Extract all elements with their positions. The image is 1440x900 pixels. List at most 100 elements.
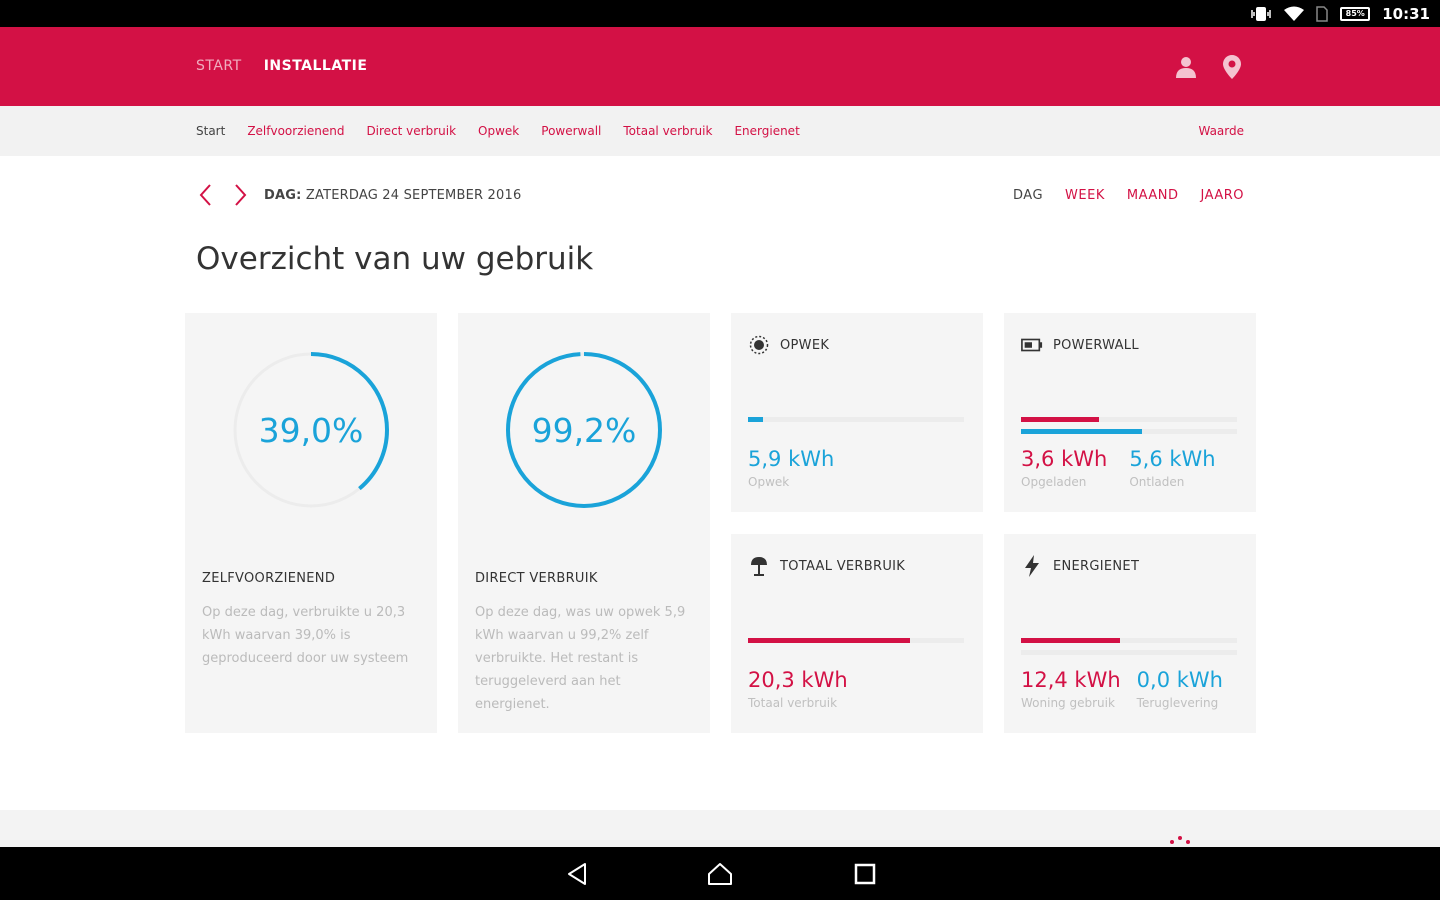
status-bar: 85% 10:31 bbox=[0, 0, 1440, 27]
totaal-header: TOTAAL VERBRUIK bbox=[748, 556, 905, 576]
home-icon[interactable] bbox=[707, 861, 733, 887]
energienet-return-label: Teruglevering bbox=[1136, 696, 1219, 710]
subnav-powerwall[interactable]: Powerwall bbox=[541, 124, 602, 138]
sun-icon bbox=[748, 335, 770, 355]
energienet-values: 12,4 kWh Woning gebruik 0,0 kWh Teruglev… bbox=[1021, 668, 1223, 710]
opwek-value: 5,9 kWh bbox=[748, 447, 835, 471]
totaal-label: Totaal verbruik bbox=[748, 696, 838, 710]
energienet-usage-label: Woning gebruik bbox=[1021, 696, 1115, 710]
sim-icon bbox=[1316, 5, 1328, 23]
zelfvoorzienend-value: 39,0% bbox=[258, 410, 364, 450]
totaal-bar bbox=[748, 638, 964, 643]
powerwall-discharged: 5,6 kWh Ontladen bbox=[1129, 447, 1215, 489]
footer bbox=[0, 810, 1440, 847]
lamp-icon bbox=[748, 556, 770, 576]
ring-direct-verbruik: 99,2% bbox=[505, 351, 663, 509]
powerwall-discharged-value: 5,6 kWh bbox=[1129, 447, 1216, 471]
date-prefix: DAG: bbox=[264, 188, 302, 203]
card-powerwall[interactable]: POWERWALL 3,6 kWh Opgeladen 5,6 kWh Ontl… bbox=[1004, 313, 1256, 512]
recents-icon[interactable] bbox=[852, 861, 878, 887]
period-jaar[interactable]: JAARO bbox=[1200, 188, 1244, 203]
subnav-opwek[interactable]: Opwek bbox=[478, 124, 520, 138]
subnav-totaal-verbruik[interactable]: Totaal verbruik bbox=[623, 124, 713, 138]
date-bar: DAG: ZATERDAG 24 SEPTEMBER 2016 DAG WEEK… bbox=[196, 180, 1244, 210]
clock: 10:31 bbox=[1382, 4, 1430, 23]
vibrate-icon bbox=[1250, 5, 1272, 23]
system-nav-bar bbox=[0, 847, 1440, 900]
nav-start[interactable]: START bbox=[196, 58, 242, 74]
powerwall-bar-discharged-fill bbox=[1021, 429, 1142, 434]
energienet-return: 0,0 kWh Teruglevering bbox=[1137, 668, 1223, 710]
chevron-left-icon[interactable] bbox=[196, 182, 216, 208]
opwek-title: OPWEK bbox=[780, 337, 830, 353]
powerwall-bar-charged-fill bbox=[1021, 417, 1099, 422]
ring-zelfvoorzienend: 39,0% bbox=[232, 351, 390, 509]
powerwall-charged-value: 3,6 kWh bbox=[1021, 447, 1108, 471]
date-arrows bbox=[196, 182, 250, 208]
battery-level: 85% bbox=[1345, 9, 1365, 18]
nav-installatie[interactable]: INSTALLATIE bbox=[263, 58, 368, 74]
powerwall-discharged-label: Ontladen bbox=[1129, 475, 1185, 489]
header-icons bbox=[1174, 54, 1244, 80]
battery-icon: 85% bbox=[1340, 6, 1371, 21]
subnav-waarde[interactable]: Waarde bbox=[1198, 124, 1244, 138]
subnav-direct-verbruik[interactable]: Direct verbruik bbox=[366, 124, 457, 138]
chevron-right-icon[interactable] bbox=[230, 182, 250, 208]
page-title: Overzicht van uw gebruik bbox=[196, 241, 594, 277]
ring-arc-direct-verbruik bbox=[506, 352, 662, 508]
energienet-header: ENERGIENET bbox=[1021, 555, 1140, 577]
direct-verbruik-description: Op deze dag, was uw opwek 5,9 kWh waarva… bbox=[475, 605, 686, 712]
card-zelfvoorzienend[interactable]: 39,0% ZELFVOORZIENEND Op deze dag, verbr… bbox=[185, 313, 437, 733]
period-maand[interactable]: MAAND bbox=[1126, 188, 1179, 203]
energienet-bar-return bbox=[1021, 650, 1237, 655]
powerwall-charged-label: Opgeladen bbox=[1021, 475, 1087, 489]
opwek-value-group: 5,9 kWh Opwek bbox=[748, 447, 834, 489]
opwek-header: OPWEK bbox=[748, 335, 829, 355]
energienet-return-value: 0,0 kWh bbox=[1136, 668, 1223, 692]
energienet-usage-value: 12,4 kWh bbox=[1021, 668, 1121, 692]
card-opwek[interactable]: OPWEK 5,9 kWh Opwek bbox=[731, 313, 983, 512]
date-value: ZATERDAG 24 SEPTEMBER 2016 bbox=[305, 188, 522, 203]
opwek-bar bbox=[748, 417, 964, 422]
subnav-start[interactable]: Start bbox=[196, 124, 226, 138]
opwek-bar-fill bbox=[748, 417, 764, 422]
subnav-energienet[interactable]: Energienet bbox=[734, 124, 800, 138]
app-header: START INSTALLATIE bbox=[0, 27, 1440, 106]
totaal-values: 20,3 kWh Totaal verbruik bbox=[748, 668, 848, 710]
sub-nav: Start Zelfvoorzienend Direct verbruik Op… bbox=[0, 106, 1440, 156]
subnav-zelfvoorzienend[interactable]: Zelfvoorzienend bbox=[247, 124, 345, 138]
powerwall-values: 3,6 kWh Opgeladen 5,6 kWh Ontladen bbox=[1021, 447, 1216, 489]
date-label: DAG: ZATERDAG 24 SEPTEMBER 2016 bbox=[264, 188, 521, 203]
user-icon[interactable] bbox=[1174, 54, 1198, 80]
powerwall-title: POWERWALL bbox=[1053, 337, 1139, 353]
logo-mark-icon bbox=[1170, 836, 1190, 844]
direct-verbruik-title: DIRECT VERBRUIK bbox=[475, 571, 598, 586]
opwek-label: Opwek bbox=[748, 475, 790, 489]
wifi-icon bbox=[1284, 5, 1305, 23]
energienet-bar bbox=[1021, 638, 1237, 643]
card-energienet[interactable]: ENERGIENET 12,4 kWh Woning gebruik 0,0 k… bbox=[1004, 534, 1256, 733]
totaal-value: 20,3 kWh bbox=[748, 668, 848, 692]
energienet-title: ENERGIENET bbox=[1053, 558, 1140, 574]
period-week[interactable]: WEEK bbox=[1065, 188, 1105, 203]
opwek-values: 5,9 kWh Opwek bbox=[748, 447, 834, 489]
powerwall-header: POWERWALL bbox=[1021, 335, 1139, 355]
powerwall-charged: 3,6 kWh Opgeladen bbox=[1021, 447, 1107, 489]
zelfvoorzienend-title: ZELFVOORZIENEND bbox=[202, 571, 336, 586]
card-totaal-verbruik[interactable]: TOTAAL VERBRUIK 20,3 kWh Totaal verbruik bbox=[731, 534, 983, 733]
totaal-title: TOTAAL VERBRUIK bbox=[780, 558, 906, 574]
back-icon[interactable] bbox=[564, 861, 590, 887]
main-nav: START INSTALLATIE bbox=[196, 58, 367, 74]
direct-verbruik-value: 99,2% bbox=[531, 410, 637, 450]
location-pin-icon[interactable] bbox=[1220, 54, 1244, 80]
totaal-bar-fill bbox=[748, 638, 910, 643]
energienet-usage: 12,4 kWh Woning gebruik bbox=[1021, 668, 1121, 710]
energienet-bar-fill bbox=[1021, 638, 1121, 643]
lightning-icon bbox=[1021, 555, 1043, 577]
period-dag[interactable]: DAG bbox=[1013, 188, 1044, 203]
zelfvoorzienend-description: Op deze dag, verbruikte u 20,3 kWh waarv… bbox=[202, 605, 409, 666]
period-selector: DAG WEEK MAAND JAARO bbox=[1013, 188, 1244, 203]
powerwall-bar-charged bbox=[1021, 417, 1237, 422]
card-direct-verbruik[interactable]: 99,2% DIRECT VERBRUIK Op deze dag, was u… bbox=[458, 313, 710, 733]
powerwall-bar-discharged bbox=[1021, 429, 1237, 434]
